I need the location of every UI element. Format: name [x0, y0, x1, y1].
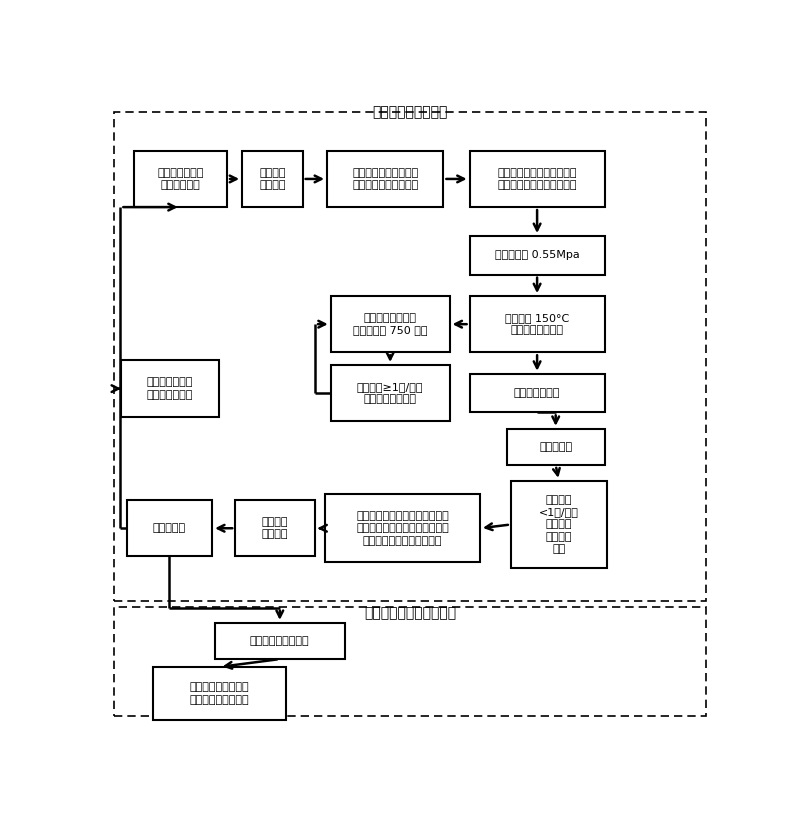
Text: 加大气压到 0.55Mpa: 加大气压到 0.55Mpa	[494, 250, 579, 260]
FancyBboxPatch shape	[470, 296, 605, 352]
FancyBboxPatch shape	[470, 236, 605, 275]
Text: 卸去脱金炭: 卸去脱金炭	[153, 524, 186, 533]
FancyBboxPatch shape	[134, 150, 227, 207]
Text: 排去解吸
柱的溶液: 排去解吸 柱的溶液	[262, 517, 288, 540]
FancyBboxPatch shape	[325, 494, 480, 562]
FancyBboxPatch shape	[121, 360, 219, 417]
Text: 高温液进解吸柱: 高温液进解吸柱	[514, 388, 560, 398]
Text: 液位符合要求，再开、闭相
应阀门，进入闭路解吸流程: 液位符合要求，再开、闭相 应阀门，进入闭路解吸流程	[498, 167, 577, 190]
Text: 开、闭相
应的阀门: 开、闭相 应的阀门	[259, 167, 286, 190]
Text: 由于设备配置存在缺陷，整个系
统必须全卸压力，高温状态下，
造成产品流失，是致命缺陷: 由于设备配置存在缺陷，整个系 统必须全卸压力，高温状态下， 造成产品流失，是致命…	[356, 511, 449, 546]
FancyBboxPatch shape	[470, 150, 605, 207]
Text: 加温，到 150°C
系统进入自动温控: 加温，到 150°C 系统进入自动温控	[505, 313, 570, 336]
Text: 贵液进入金电积，
电流强度约 750 安培: 贵液进入金电积， 电流强度约 750 安培	[353, 313, 427, 336]
Text: 解吸柱装入载金
炭，溶液加碱: 解吸柱装入载金 炭，溶液加碱	[158, 167, 204, 190]
Text: 无载金炭，解吸结束: 无载金炭，解吸结束	[250, 636, 310, 646]
Text: 贵液品位
<1克/吨，
本批次载
金炭解吸
结束: 贵液品位 <1克/吨， 本批次载 金炭解吸 结束	[539, 494, 578, 554]
Text: 启动循环泵，从解吸液
槽中抽液补满循环系统: 启动循环泵，从解吸液 槽中抽液补满循环系统	[352, 167, 418, 190]
FancyBboxPatch shape	[235, 500, 314, 556]
Text: 打开电解槽，取出金
泥再提纯熔炼成金条: 打开电解槽，取出金 泥再提纯熔炼成金条	[190, 682, 250, 705]
FancyBboxPatch shape	[327, 150, 443, 207]
FancyBboxPatch shape	[470, 374, 605, 412]
FancyBboxPatch shape	[214, 623, 345, 659]
Text: 贵液品位≥1克/吨，
一直进行解吸循环: 贵液品位≥1克/吨， 一直进行解吸循环	[357, 382, 423, 404]
FancyBboxPatch shape	[153, 667, 286, 720]
Text: 有载金炭，继续
下一批次的解吸: 有载金炭，继续 下一批次的解吸	[147, 377, 194, 400]
Text: 传统的解吸操作流程: 传统的解吸操作流程	[372, 105, 448, 119]
FancyBboxPatch shape	[330, 296, 450, 352]
FancyBboxPatch shape	[330, 365, 450, 421]
FancyBboxPatch shape	[510, 480, 607, 568]
FancyBboxPatch shape	[126, 500, 212, 556]
Text: 贵贫液分析: 贵贫液分析	[539, 442, 572, 452]
FancyBboxPatch shape	[506, 428, 605, 465]
FancyBboxPatch shape	[242, 150, 302, 207]
Text: 传统的提取金泥操作流程: 传统的提取金泥操作流程	[364, 606, 456, 620]
